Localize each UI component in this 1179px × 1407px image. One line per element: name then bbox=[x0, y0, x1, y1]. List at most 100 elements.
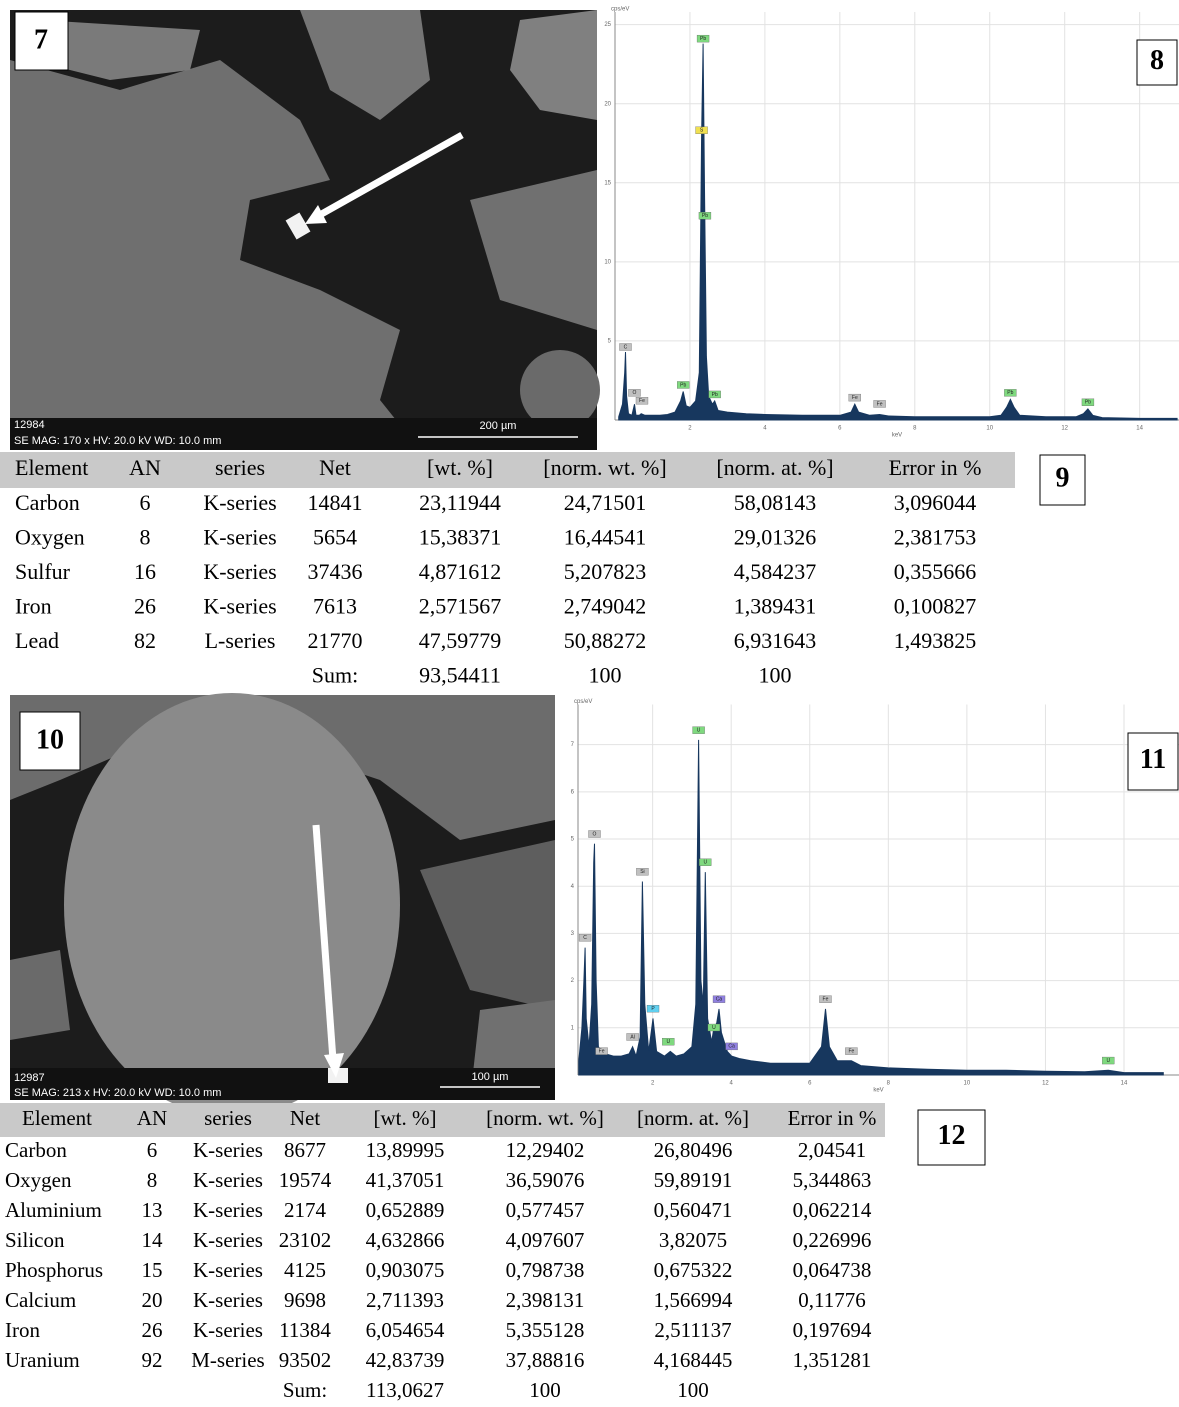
peak-label: Pb bbox=[680, 382, 686, 388]
header-cell: [norm. at. %] bbox=[716, 455, 833, 480]
peak-label: Fe bbox=[639, 398, 645, 404]
table-cell: 59,89191 bbox=[654, 1168, 733, 1192]
table-cell: 14 bbox=[142, 1228, 164, 1252]
sum-cell: 93,54411 bbox=[419, 663, 501, 688]
table-cell: 1,493825 bbox=[894, 628, 977, 653]
header-cell: AN bbox=[137, 1106, 167, 1130]
peak-label: U bbox=[703, 860, 707, 866]
peak-label: U bbox=[1106, 1058, 1110, 1064]
header-cell: [norm. wt. %] bbox=[486, 1106, 604, 1130]
table-cell: 4,584237 bbox=[734, 559, 817, 584]
table-cell: 15 bbox=[142, 1258, 163, 1282]
y-tick-label: 15 bbox=[604, 180, 611, 186]
peak-label: Pb bbox=[702, 213, 708, 219]
table-cell: 16 bbox=[134, 559, 156, 584]
peak-label: Ca bbox=[728, 1044, 735, 1050]
table-cell: 15,38371 bbox=[419, 525, 502, 550]
header-cell: AN bbox=[129, 455, 161, 480]
table-cell: 3,82075 bbox=[659, 1228, 727, 1252]
peak-label: U bbox=[712, 1025, 716, 1031]
table-cell: Iron bbox=[15, 594, 52, 619]
x-tick-label: 12 bbox=[1061, 426, 1068, 432]
page: {"images": [ {"label": "7", "id": "12984… bbox=[0, 0, 1179, 1407]
sum-cell: 100 bbox=[589, 663, 622, 688]
table-cell: 0,652889 bbox=[366, 1198, 445, 1222]
table-cell: 5,355128 bbox=[506, 1318, 585, 1342]
table-cell: 1,351281 bbox=[793, 1348, 872, 1372]
table-cell: 0,226996 bbox=[793, 1228, 872, 1252]
table-cell: 0,903075 bbox=[366, 1258, 445, 1282]
table-cell: 0,355666 bbox=[894, 559, 977, 584]
table-cell: 9698 bbox=[284, 1288, 326, 1312]
peak-label: Ca bbox=[716, 997, 723, 1003]
table-cell: 2,711393 bbox=[366, 1288, 444, 1312]
table-cell: 36,59076 bbox=[506, 1168, 585, 1192]
figure: 12984 SE MAG: 170 x HV: 20.0 kV WD: 10.0… bbox=[0, 0, 1179, 1407]
header-cell: Error in % bbox=[788, 1106, 877, 1130]
table-cell: 41,37051 bbox=[366, 1168, 445, 1192]
table-cell: 12,29402 bbox=[506, 1138, 585, 1162]
panel-label: 10 bbox=[36, 724, 64, 755]
peak-label: Al bbox=[630, 1034, 634, 1040]
table-cell: L-series bbox=[205, 628, 276, 653]
table-cell: 0,062214 bbox=[793, 1198, 872, 1222]
peak-label: Fe bbox=[877, 401, 883, 407]
panel-label: 12 bbox=[938, 1120, 966, 1151]
table-cell: Silicon bbox=[5, 1228, 65, 1252]
x-axis-label: keV bbox=[873, 1088, 883, 1094]
peak-label: Fe bbox=[852, 395, 858, 401]
table-cell: 0,675322 bbox=[654, 1258, 733, 1282]
table-cell: Calcium bbox=[5, 1288, 76, 1312]
header-cell: Element bbox=[15, 455, 88, 480]
sum-cell: 100 bbox=[759, 663, 792, 688]
chart-background bbox=[605, 8, 1179, 450]
image-info: SE MAG: 213 x HV: 20.0 kV WD: 10.0 mm bbox=[14, 1087, 221, 1099]
header-background bbox=[0, 1103, 885, 1137]
table-cell: 5,207823 bbox=[564, 559, 647, 584]
table-cell: 4,632866 bbox=[366, 1228, 445, 1252]
panel-label: 8 bbox=[1150, 45, 1164, 76]
table-cell: 20 bbox=[142, 1288, 163, 1312]
sum-cell: 100 bbox=[677, 1378, 709, 1402]
data-table: ElementANseriesNet[wt. %][norm. wt. %][n… bbox=[0, 452, 1085, 688]
table-cell: 8 bbox=[147, 1168, 158, 1192]
table-cell: 0,798738 bbox=[506, 1258, 585, 1282]
table-cell: 5654 bbox=[313, 525, 357, 550]
table-cell: K-series bbox=[193, 1288, 263, 1312]
table-cell: 1,566994 bbox=[654, 1288, 733, 1312]
peak-label: Pb bbox=[700, 36, 706, 42]
table-cell: 13 bbox=[142, 1198, 163, 1222]
table-cell: 50,88272 bbox=[564, 628, 647, 653]
table-cell: 8677 bbox=[284, 1138, 326, 1162]
table-cell: K-series bbox=[203, 490, 276, 515]
table-cell: 4,097607 bbox=[506, 1228, 585, 1252]
header-cell: Error in % bbox=[889, 455, 982, 480]
particle bbox=[10, 950, 70, 1040]
y-axis-label: cps/eV bbox=[611, 7, 629, 13]
table-cell: Carbon bbox=[5, 1138, 67, 1162]
table-cell: 8 bbox=[140, 525, 151, 550]
header-cell: Net bbox=[290, 1106, 320, 1130]
header-cell: series bbox=[215, 455, 265, 480]
peak-label: U bbox=[697, 728, 701, 734]
peak-label: Si bbox=[640, 869, 644, 875]
header-cell: Net bbox=[319, 455, 351, 480]
table-cell: 24,71501 bbox=[564, 490, 647, 515]
header-cell: [norm. wt. %] bbox=[543, 455, 666, 480]
chart-background bbox=[565, 695, 1179, 1095]
table-cell: Iron bbox=[5, 1318, 40, 1342]
table-cell: K-series bbox=[203, 525, 276, 550]
table-cell: 2,749042 bbox=[564, 594, 647, 619]
header-cell: [norm. at. %] bbox=[637, 1106, 749, 1130]
table-cell: 6,931643 bbox=[734, 628, 817, 653]
sem-image: 12984 SE MAG: 170 x HV: 20.0 kV WD: 10.0… bbox=[10, 10, 600, 450]
table-cell: 4,871612 bbox=[419, 559, 502, 584]
table-cell: 21770 bbox=[308, 628, 363, 653]
sum-cell: Sum: bbox=[312, 663, 358, 688]
table-cell: 0,064738 bbox=[793, 1258, 872, 1282]
table-cell: K-series bbox=[193, 1228, 263, 1252]
table-cell: 1,389431 bbox=[734, 594, 817, 619]
table-cell: K-series bbox=[193, 1318, 263, 1342]
